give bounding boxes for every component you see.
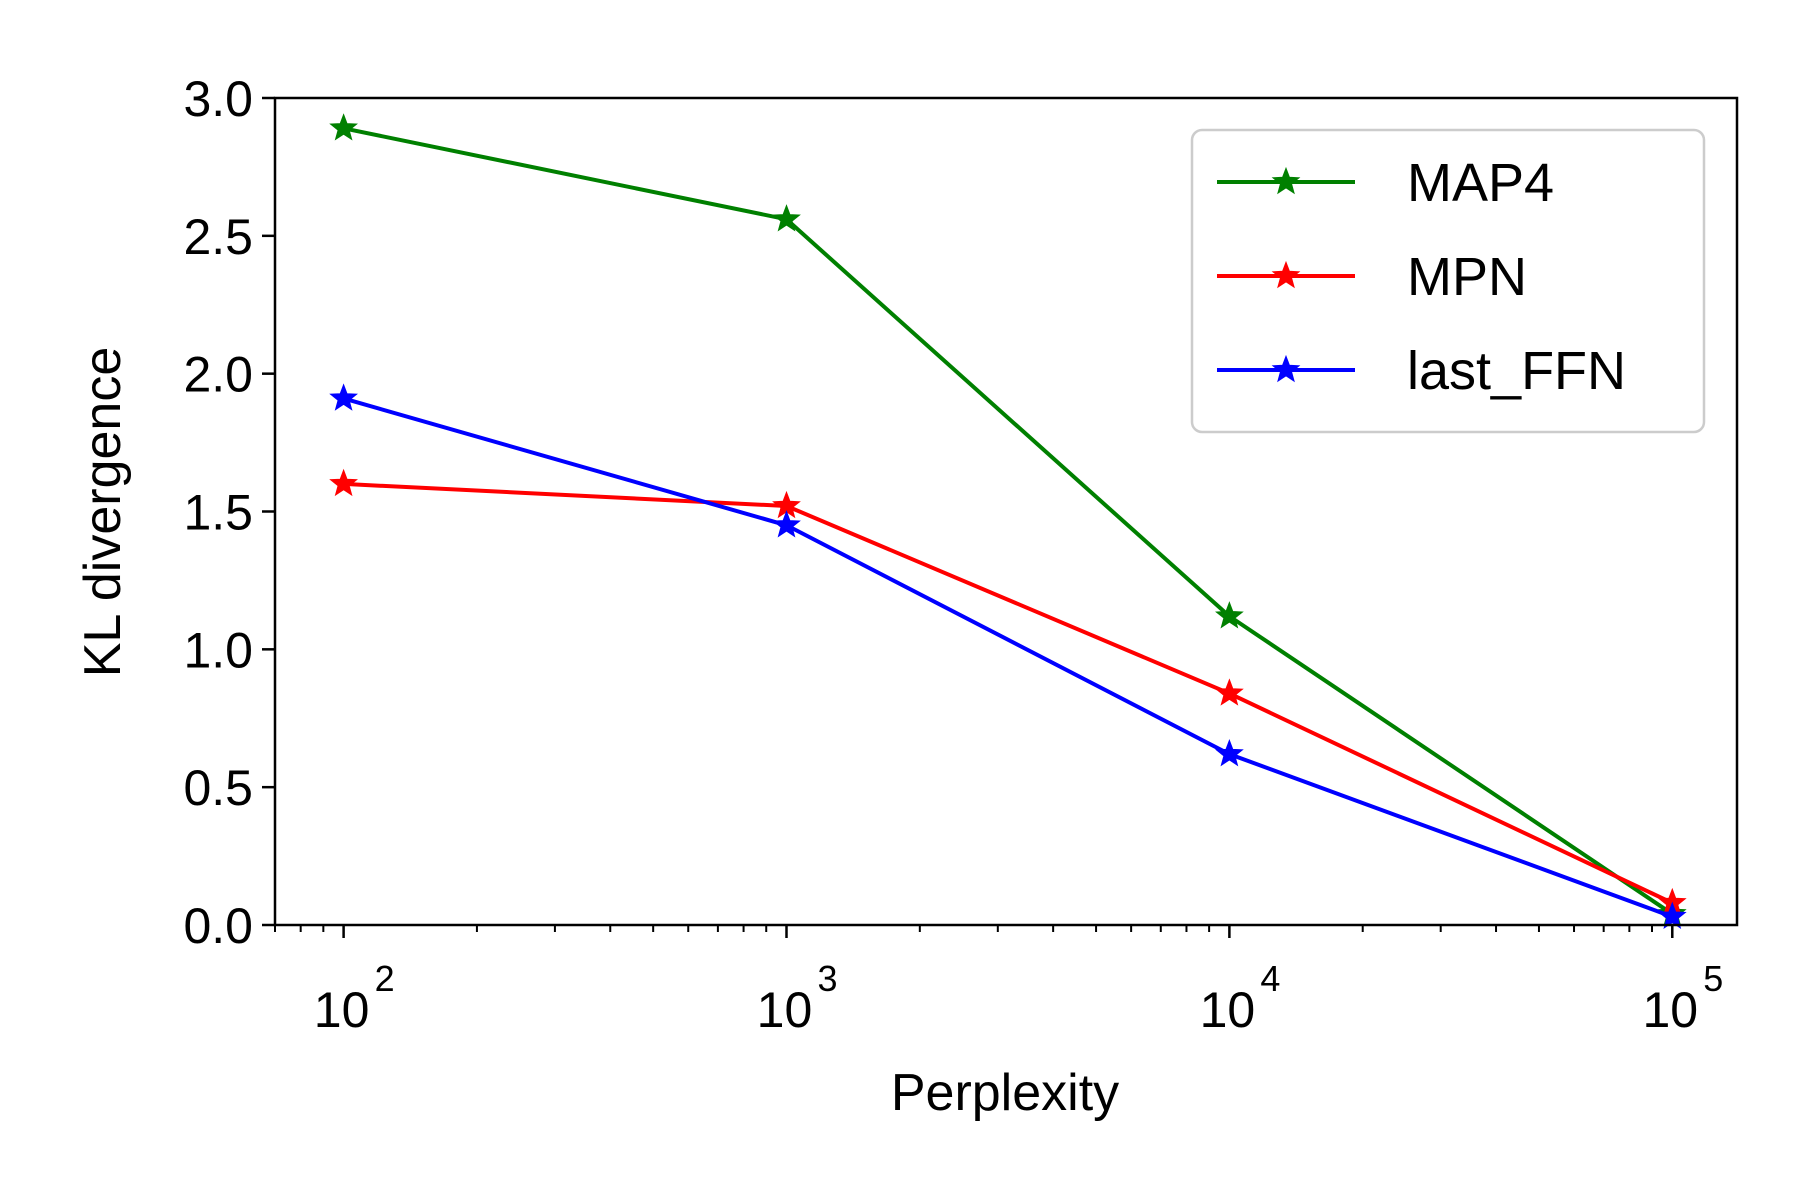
x-tick-label: 10 <box>314 982 370 1038</box>
x-tick-label: 10 <box>1642 982 1698 1038</box>
x-tick-label-exponent: 2 <box>375 958 395 999</box>
y-tick-label: 0.5 <box>183 760 253 816</box>
series-line-last_FFN <box>343 396 1673 919</box>
legend-swatch-marker <box>1271 260 1301 289</box>
data-point-MAP4-2 <box>1215 601 1244 629</box>
data-point-MAP4-0 <box>329 113 358 141</box>
x-axis-label: Perplexity <box>891 1064 1119 1122</box>
x-tick-label-exponent: 3 <box>817 958 837 999</box>
y-tick-label: 3.0 <box>183 71 253 127</box>
data-point-MAP4-1 <box>772 204 801 232</box>
y-tick-label: 1.0 <box>183 622 253 678</box>
data-point-last_FFN-3 <box>1657 901 1687 929</box>
legend-swatch-marker <box>1271 354 1301 383</box>
legend-box <box>1190 128 1706 434</box>
series-layer <box>329 113 1687 929</box>
data-point-last_FFN-1 <box>772 510 801 538</box>
data-point-MPN-0 <box>329 468 358 497</box>
legend-label: MPN <box>1407 247 1527 307</box>
legend-item-MPN: MPN <box>1217 247 1527 307</box>
y-tick-label: 2.0 <box>183 347 253 403</box>
data-point-MPN-2 <box>1215 678 1244 706</box>
series-MAP4 <box>329 113 1687 927</box>
legend-item-MAP4: MAP4 <box>1217 153 1554 213</box>
y-tick-label: 0.0 <box>183 898 253 954</box>
data-point-last_FFN-0 <box>329 383 358 411</box>
legend-label: last_FFN <box>1407 341 1626 401</box>
series-line-MAP4 <box>343 126 1674 916</box>
x-tick-label-exponent: 4 <box>1260 958 1280 999</box>
data-point-last_FFN-2 <box>1215 738 1244 767</box>
legend-item-last_FFN: last_FFN <box>1217 341 1626 401</box>
x-tick-label-exponent: 5 <box>1703 958 1723 999</box>
y-axis-label: KL divergence <box>74 347 132 678</box>
legend-label: MAP4 <box>1407 153 1554 213</box>
series-line-MPN <box>343 481 1674 905</box>
y-tick-label: 1.5 <box>183 485 253 541</box>
y-tick-label: 2.5 <box>183 209 253 265</box>
x-tick-label: 10 <box>1200 982 1256 1038</box>
x-tick-label: 10 <box>757 982 813 1038</box>
series-last_FFN <box>329 383 1687 929</box>
legend-swatch-marker <box>1271 166 1301 195</box>
legend: MAP4 MPN last_FFN <box>1190 128 1706 434</box>
